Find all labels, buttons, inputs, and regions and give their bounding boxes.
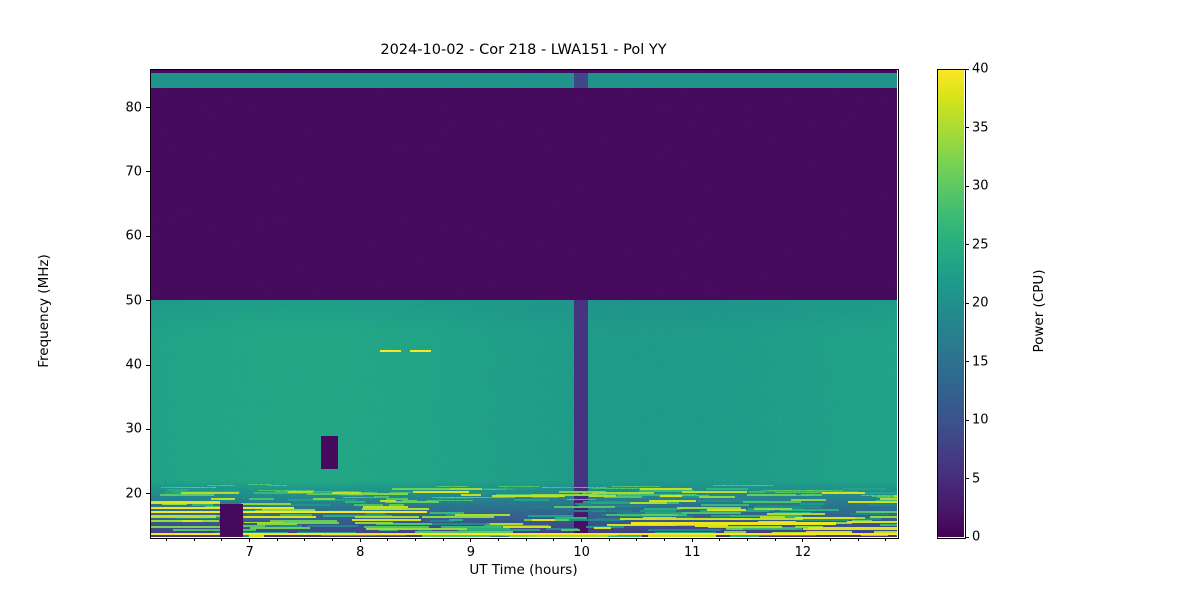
colorbar-tick-label: 15 bbox=[972, 354, 989, 369]
x-minor-tick-mark bbox=[747, 538, 749, 541]
y-axis-label: Frequency (MHz) bbox=[36, 254, 52, 368]
x-minor-tick-mark bbox=[857, 538, 859, 541]
colorbar-tick-mark bbox=[965, 302, 969, 304]
colorbar-tick-mark bbox=[965, 185, 969, 187]
x-minor-tick-mark bbox=[553, 538, 555, 541]
x-minor-tick-mark bbox=[221, 538, 223, 541]
colorbar-tick-label: 40 bbox=[972, 61, 989, 77]
colorbar-label: Power (CPU) bbox=[1031, 269, 1047, 353]
x-tick-mark bbox=[691, 538, 693, 542]
x-minor-tick-mark bbox=[774, 538, 776, 541]
colorbar-tick-mark bbox=[965, 127, 969, 128]
x-tick-label: 10 bbox=[573, 545, 590, 560]
x-tick-mark bbox=[802, 538, 804, 542]
y-tick-label: 50 bbox=[125, 293, 142, 309]
x-tick-mark bbox=[249, 538, 251, 542]
x-minor-tick-mark bbox=[166, 538, 168, 541]
y-tick-label: 40 bbox=[125, 357, 142, 373]
x-tick-mark bbox=[359, 538, 361, 542]
x-minor-tick-mark bbox=[830, 538, 832, 541]
x-minor-tick-mark bbox=[664, 538, 666, 541]
colorbar-tick-mark bbox=[965, 478, 969, 479]
x-minor-tick-mark bbox=[415, 538, 417, 541]
x-minor-tick-mark bbox=[193, 538, 195, 541]
x-minor-tick-mark bbox=[387, 538, 389, 541]
x-tick-label: 9 bbox=[466, 545, 476, 560]
colorbar-tick-label: 10 bbox=[972, 412, 989, 428]
x-minor-tick-mark bbox=[276, 538, 278, 541]
colorbar-tick-mark bbox=[965, 361, 969, 362]
colorbar-tick-label: 30 bbox=[972, 178, 989, 194]
page-title: 2024-10-02 - Cor 218 - LWA151 - Pol YY bbox=[380, 42, 667, 58]
y-tick-mark bbox=[146, 300, 150, 302]
x-minor-tick-mark bbox=[332, 538, 334, 541]
x-minor-tick-mark bbox=[304, 538, 306, 541]
colorbar-tick-label: 20 bbox=[972, 295, 989, 311]
y-tick-mark bbox=[146, 171, 150, 173]
y-tick-mark bbox=[146, 493, 150, 495]
y-tick-mark bbox=[146, 235, 150, 237]
x-minor-tick-mark bbox=[525, 538, 527, 541]
colorbar-tick-mark bbox=[965, 68, 969, 70]
colorbar-tick-mark bbox=[965, 244, 969, 245]
y-tick-mark bbox=[146, 364, 150, 366]
x-axis-label: UT Time (hours) bbox=[469, 562, 578, 578]
y-tick-label: 60 bbox=[125, 228, 142, 244]
x-minor-tick-mark bbox=[885, 538, 887, 541]
colorbar-tick-label: 35 bbox=[972, 120, 989, 135]
y-tick-label: 20 bbox=[125, 486, 142, 502]
colorbar-tick-label: 0 bbox=[972, 529, 981, 545]
x-tick-mark bbox=[581, 538, 583, 542]
x-minor-tick-mark bbox=[719, 538, 721, 541]
x-minor-tick-mark bbox=[608, 538, 610, 541]
y-tick-label: 80 bbox=[125, 100, 142, 116]
y-tick-label: 70 bbox=[125, 164, 142, 180]
colorbar-gradient bbox=[937, 69, 964, 537]
x-minor-tick-mark bbox=[498, 538, 500, 541]
spectrogram-heatmap bbox=[150, 69, 897, 537]
y-tick-mark bbox=[146, 107, 150, 109]
x-tick-label: 8 bbox=[356, 545, 365, 560]
x-minor-tick-mark bbox=[442, 538, 444, 541]
colorbar-tick-mark bbox=[965, 419, 969, 421]
colorbar-tick-label: 25 bbox=[972, 237, 989, 252]
colorbar-tick-label: 5 bbox=[972, 471, 981, 486]
x-tick-label: 12 bbox=[794, 545, 812, 560]
x-minor-tick-mark bbox=[636, 538, 638, 541]
x-tick-mark bbox=[470, 538, 472, 542]
x-tick-label: 7 bbox=[245, 545, 254, 560]
y-tick-mark bbox=[146, 428, 150, 430]
x-tick-label: 11 bbox=[683, 545, 701, 560]
colorbar-tick-mark bbox=[965, 536, 969, 538]
y-tick-label: 30 bbox=[125, 421, 142, 437]
